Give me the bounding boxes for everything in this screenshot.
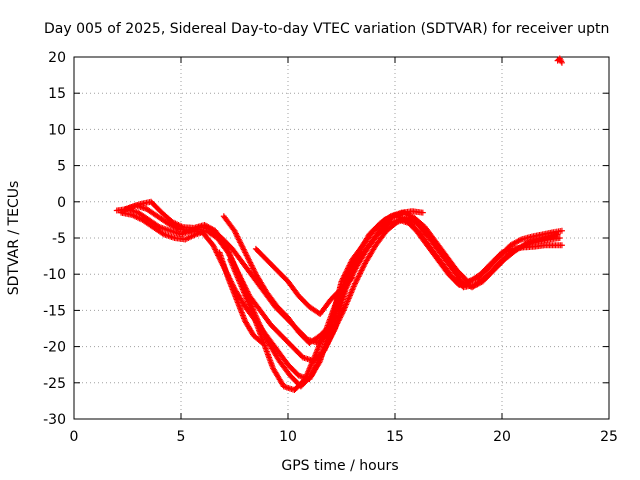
y-tick-label: 20 (48, 50, 66, 66)
series-track-6 (220, 213, 334, 346)
series-track-8 (216, 249, 266, 346)
y-axis-label: SDTVAR / TECUs (6, 181, 22, 296)
series-track-5 (227, 208, 426, 394)
series-track-4 (126, 198, 561, 390)
y-tick-label: -15 (43, 303, 66, 319)
data-point (326, 322, 333, 329)
series-track-9 (554, 55, 565, 66)
tick-labels: 0 5 10 15 20 25 -30 -25 -20 -15 -10 -5 0 5 10 15 20 (43, 50, 618, 445)
x-tick-label: 10 (279, 429, 297, 445)
y-tick-label: 5 (57, 159, 66, 175)
y-tick-label: -20 (43, 340, 66, 356)
x-tick-label: 0 (70, 429, 79, 445)
series-track-7 (252, 245, 356, 318)
data-point (258, 338, 265, 345)
y-tick-label: 10 (48, 122, 66, 138)
y-tick-label: -30 (43, 412, 66, 428)
data-point (348, 275, 355, 282)
x-tick-label: 20 (493, 429, 511, 445)
y-tick-label: -25 (43, 376, 66, 392)
chart-title: Day 005 of 2025, Sidereal Day-to-day VTE… (44, 21, 609, 37)
data-point (558, 242, 565, 249)
data-point (556, 235, 563, 241)
data-point (259, 339, 266, 346)
axis-ticks (73, 56, 610, 420)
data-point (554, 231, 561, 238)
data-point (419, 209, 426, 216)
data-point (516, 237, 523, 244)
data-point (558, 59, 565, 66)
y-tick-label: 15 (48, 86, 66, 102)
y-tick-label: -5 (52, 231, 66, 247)
y-tick-label: 0 (57, 195, 66, 211)
data-point (349, 274, 356, 281)
x-tick-label: 5 (177, 429, 186, 445)
data-points (113, 55, 565, 394)
data-point (327, 321, 334, 328)
x-tick-label: 15 (386, 429, 404, 445)
x-tick-label: 25 (600, 429, 618, 445)
y-tick-label: -10 (43, 267, 66, 283)
data-point (558, 227, 565, 234)
x-axis-label: GPS time / hours (281, 458, 398, 474)
